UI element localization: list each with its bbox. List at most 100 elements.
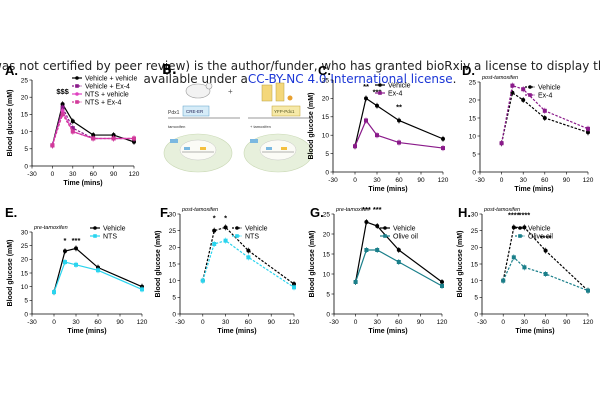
- panel-e-significance: ***: [72, 236, 81, 245]
- panel-a-legend-marker: [75, 84, 79, 88]
- panel-d-x-tick-label: 90: [563, 177, 571, 184]
- panel-a-data-point: [60, 102, 65, 107]
- panel-h-data-point: [543, 272, 548, 276]
- panel-g-x-tick-label: 0: [354, 319, 358, 326]
- panel-c-significance: **: [396, 102, 402, 111]
- panel-h-x-tick-label: 90: [563, 319, 571, 326]
- panel-f-data-point: [292, 285, 296, 290]
- panel-f-legend-label: Vehicle: [245, 226, 268, 233]
- panel-d-legend-marker: [528, 85, 532, 89]
- panel-letter-b: B.: [162, 63, 177, 78]
- panel-h-y-label: Blood glucose (mM): [457, 231, 464, 298]
- panel-a-legend-label: NTS + vehicle: [85, 92, 129, 99]
- panel-d-data-point: [542, 108, 547, 113]
- panel-c-data-point: [397, 118, 401, 123]
- panel-h-data-point: [511, 225, 516, 230]
- panel-f-letter: F.: [160, 205, 170, 220]
- panel-e-data-point: [63, 260, 67, 265]
- panel-c-legend-label: Vehicle: [388, 83, 411, 90]
- panel-a-legend-label: NTS + Ex-4: [85, 100, 121, 107]
- panel-g-y-tick-label: 25: [323, 211, 331, 218]
- panel-e-y-tick-label: 30: [21, 229, 29, 236]
- panel-h-significance: ****: [540, 234, 552, 243]
- panel-d-data-point: [586, 126, 590, 131]
- banner-line-2: available under aCC-BY-NC 4.0 Internatio…: [0, 72, 600, 86]
- panel-c-letter: C.: [318, 63, 331, 78]
- panel-h-y-tick-label: 0: [474, 311, 478, 318]
- panel-g-legend-marker: [383, 234, 387, 238]
- panel-f-y-tick-label: 15: [169, 261, 177, 268]
- panel-a-letter: A.: [5, 63, 18, 78]
- yfp-label: YFP-Pdx1: [274, 109, 295, 114]
- panel-h-y-tick-label: 25: [471, 228, 479, 235]
- panel-d-x-tick-label: -30: [475, 177, 485, 184]
- panel-e-x-tick-label: 60: [94, 319, 102, 326]
- panel-c-y-tick-label: 5: [325, 151, 329, 158]
- panel-f-data-point: [223, 238, 228, 243]
- panel-a-data-point: [132, 136, 136, 141]
- panel-a-legend-marker: [75, 100, 79, 104]
- panel-a-x-tick-label: 120: [129, 171, 140, 178]
- panel-a-data-point: [132, 139, 136, 144]
- panel-a-legend-label: Vehicle + Ex-4: [85, 84, 130, 91]
- panel-h-y-tick-label: 30: [471, 211, 479, 218]
- panel-h-legend-marker: [518, 234, 522, 238]
- tamoxifen-label-left: tamoxifen: [168, 124, 185, 129]
- panel-a-legend-marker: [75, 92, 79, 96]
- cell-left: [163, 133, 233, 173]
- panel-a-y-label: Blood glucose (mM): [7, 90, 14, 157]
- panel-h-legend-marker: [518, 226, 522, 230]
- panel-e-data-point: [140, 287, 144, 292]
- panel-e-y-tick-label: 10: [21, 284, 29, 291]
- panel-e-y-tick-label: 25: [21, 243, 29, 250]
- panel-h-x-tick-label: 0: [501, 319, 505, 326]
- panel-e-data-point: [63, 249, 67, 254]
- panel-h-significance: ****: [508, 210, 520, 219]
- panel-d-subtitle: post-tamoxifen: [481, 75, 518, 81]
- panel-g-y-tick-label: 0: [326, 311, 330, 318]
- panel-e-letter: E.: [5, 205, 17, 220]
- panel-h-x-tick-label: 120: [583, 319, 594, 326]
- panel-h-subtitle: post-tamoxifen: [483, 207, 520, 213]
- panel-e-data-point: [96, 268, 100, 273]
- panel-c-data-point: [441, 146, 445, 151]
- panel-e-legend-label: Vehicle: [103, 226, 126, 233]
- panel-h-data-point: [511, 255, 516, 260]
- panel-e-subtitle: pre-tamoxifen: [33, 225, 68, 231]
- panel-d-x-tick-label: 60: [541, 177, 549, 184]
- panel-d-legend-label: Vehicle: [538, 85, 561, 92]
- panel-g-y-tick-label: 10: [323, 271, 331, 278]
- panel-c-x-tick-label: 0: [353, 177, 357, 184]
- panel-d-legend-marker: [528, 93, 532, 97]
- panel-h-legend-label: Olive oil: [528, 234, 553, 241]
- panel-d-data-point: [542, 116, 547, 120]
- panel-c-y-tick-label: 25: [322, 77, 330, 84]
- cre-er-box: [182, 105, 210, 117]
- panel-c-data-point: [375, 103, 379, 108]
- banner-prefix: available under a: [143, 72, 248, 86]
- panel-c-y-tick-label: 20: [322, 96, 330, 103]
- panel-c-legend-marker: [378, 91, 382, 95]
- panel-f-y-label: Blood glucose (mM): [155, 231, 162, 298]
- panel-h-x-label: Time (mins): [515, 328, 554, 335]
- panel-a-legend-marker: [75, 76, 79, 80]
- panel-g-data-point: [440, 284, 444, 288]
- panel-g-y-label: Blood glucose (mM): [309, 231, 316, 298]
- panel-d-y-tick-label: 15: [469, 115, 477, 122]
- panel-h-data-point: [586, 288, 590, 293]
- panel-c-y-tick-label: 0: [325, 169, 329, 176]
- panel-a-data-point: [60, 108, 65, 113]
- panel-g-legend-label: Vehicle: [393, 226, 416, 233]
- panel-d-legend-label: Ex-4: [538, 93, 553, 100]
- panel-h-data-point: [501, 278, 506, 283]
- panel-e-x-tick-label: 90: [116, 319, 124, 326]
- license-link[interactable]: CC-BY-NC 4.0 International license: [247, 72, 453, 86]
- panel-g-y-tick-label: 5: [326, 291, 330, 298]
- panel-g-significance: ***: [373, 205, 382, 214]
- cre-er-label: CRE-ER: [186, 109, 204, 114]
- panel-g-x-tick-label: 90: [417, 319, 425, 326]
- panel-a-data-point: [91, 136, 96, 141]
- panel-c-data-point: [375, 133, 379, 138]
